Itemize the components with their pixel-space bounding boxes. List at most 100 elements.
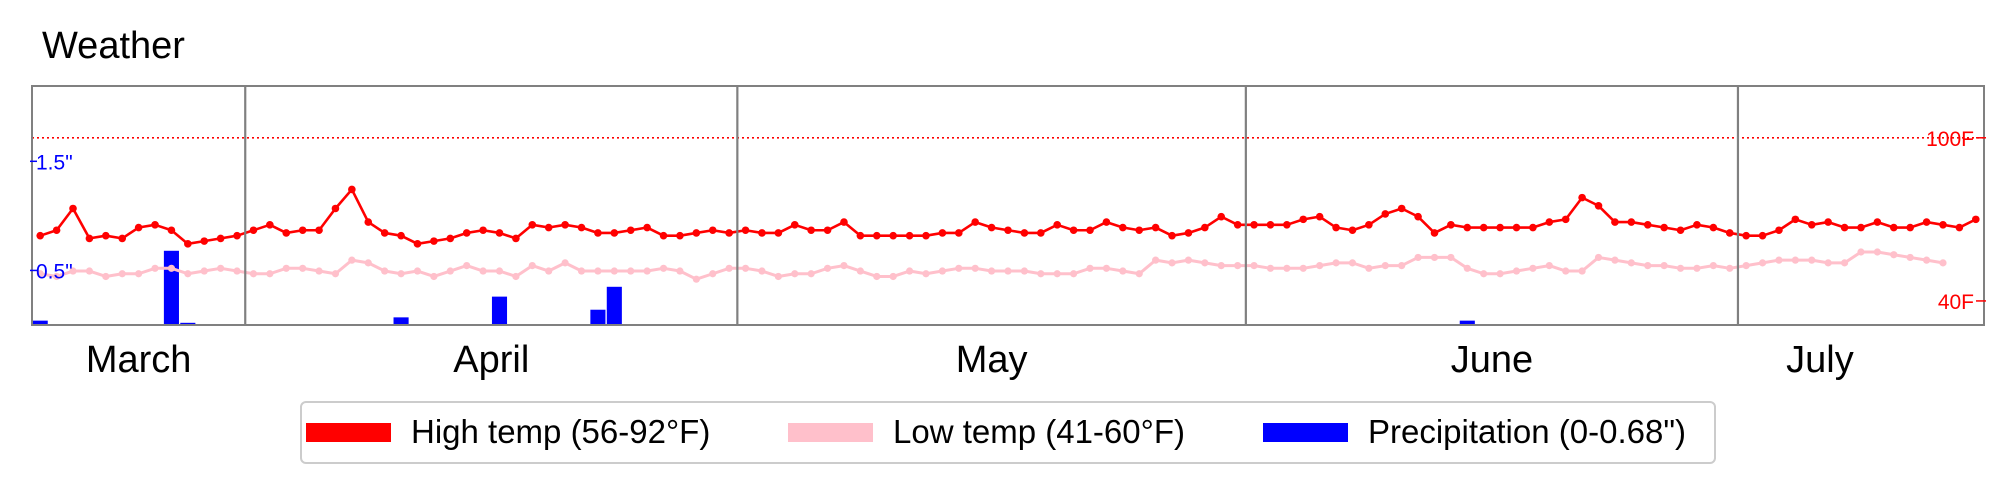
high-temp-point: [594, 229, 602, 237]
low-temp-point: [1184, 256, 1193, 264]
high-temp-point: [380, 229, 389, 237]
precipitation-bar: [590, 309, 606, 325]
high-temp-point: [758, 229, 766, 237]
low-temp-point: [659, 264, 668, 272]
high-temp-point: [1332, 223, 1340, 232]
low-temp-point: [200, 267, 208, 275]
high-temp-point: [692, 229, 701, 237]
low-temp-point: [1857, 248, 1865, 256]
high-temp-point: [462, 229, 471, 237]
low-temp-point: [1512, 267, 1521, 275]
low-temp-point: [102, 272, 110, 281]
high-temp-point: [430, 237, 438, 245]
low-temp-point: [987, 267, 996, 275]
low-temp-point: [135, 270, 143, 278]
low-temp-point: [823, 264, 832, 272]
high-temp-series: [36, 185, 1980, 248]
low-temp-point: [610, 267, 618, 275]
high-temp-point: [1693, 221, 1701, 229]
high-temp-point: [643, 223, 651, 232]
month-label: June: [1451, 339, 1533, 381]
precipitation-bar: [180, 322, 196, 325]
high-temp-point: [1512, 223, 1521, 232]
high-temp-point: [1102, 218, 1111, 226]
low-temp-point: [561, 259, 569, 267]
high-temp-point: [626, 226, 635, 235]
low-temp-point: [741, 264, 750, 272]
high-temp-point: [1397, 204, 1406, 213]
low-temp-point: [1496, 270, 1504, 278]
high-temp-point: [1348, 226, 1357, 235]
low-temp-point: [495, 267, 504, 275]
low-temp-point: [1726, 264, 1734, 272]
high-temp-point: [1939, 221, 1947, 229]
high-temp-point: [577, 223, 586, 232]
low-temp-point: [1791, 256, 1799, 264]
legend-swatch-low-temp: [788, 423, 873, 442]
temperature-tick-label: 100F: [1926, 128, 1974, 151]
high-temp-point: [216, 234, 225, 243]
high-temp-point: [823, 226, 832, 235]
high-temp-point: [1578, 193, 1586, 202]
high-temp-point: [1184, 229, 1193, 237]
high-temp-point: [1233, 221, 1242, 229]
plot-area: 1.5" 0.5" 100F 40F: [30, 85, 1986, 326]
low-temp-point: [807, 270, 815, 278]
low-temp-point: [1447, 253, 1455, 262]
low-temp-point: [479, 267, 487, 275]
low-temp-point: [1824, 259, 1832, 267]
high-temp-point: [872, 231, 881, 240]
high-temp-point: [1660, 223, 1668, 232]
month-labels: March April May June July: [86, 339, 1854, 381]
low-temp-point: [1119, 267, 1127, 275]
high-temp-point: [1151, 223, 1160, 232]
month-label: July: [1786, 339, 1854, 381]
low-temp-point: [1480, 270, 1488, 278]
high-temp-point: [987, 223, 996, 232]
low-temp-point: [1365, 264, 1373, 272]
high-temp-point: [1906, 223, 1914, 232]
month-label: March: [86, 339, 192, 381]
high-temp-point: [266, 221, 274, 229]
low-temp-point: [725, 264, 733, 272]
temperature-axis: 100F 40F: [1926, 128, 1986, 314]
high-temp-point: [249, 226, 258, 235]
precipitation-bar: [606, 286, 622, 325]
low-temp-point: [1611, 256, 1619, 264]
high-temp-point: [1775, 226, 1783, 235]
high-temp-point: [184, 240, 192, 248]
low-temp-point: [1939, 259, 1947, 267]
legend-label-precipitation: Precipitation (0-0.68"): [1368, 413, 1686, 450]
low-temp-point: [1020, 267, 1029, 275]
legend-swatch-high-temp: [306, 423, 391, 442]
high-temp-point: [708, 226, 717, 235]
low-temp-point: [692, 275, 700, 283]
low-temp-point: [512, 272, 520, 281]
low-temp-point: [348, 256, 356, 264]
high-temp-point: [1545, 218, 1554, 226]
low-temp-series: [36, 248, 1947, 283]
temperature-tick-label: 40F: [1938, 291, 1974, 314]
high-temp-point: [1824, 218, 1832, 226]
low-temp-point: [643, 267, 651, 275]
high-temp-point: [1447, 221, 1455, 229]
high-temp-point: [1299, 215, 1308, 224]
legend-label-high-temp: High temp (56-92°F): [411, 413, 710, 450]
low-temp-point: [1201, 259, 1209, 267]
low-temp-point: [233, 267, 241, 275]
high-temp-point: [1709, 223, 1718, 232]
low-temp-point: [1168, 259, 1176, 267]
high-temp-point: [1037, 229, 1045, 237]
low-temp-point: [840, 261, 848, 270]
high-temp-point: [1266, 221, 1275, 229]
high-temp-point: [315, 226, 323, 235]
low-temp-point: [1594, 253, 1603, 262]
high-temp-point: [1414, 212, 1422, 221]
low-temp-point: [1250, 261, 1258, 270]
high-temp-point: [905, 231, 914, 240]
high-temp-point: [840, 218, 848, 226]
high-temp-point: [512, 234, 520, 243]
high-temp-point: [1004, 226, 1012, 235]
precipitation-bar: [1459, 320, 1475, 325]
